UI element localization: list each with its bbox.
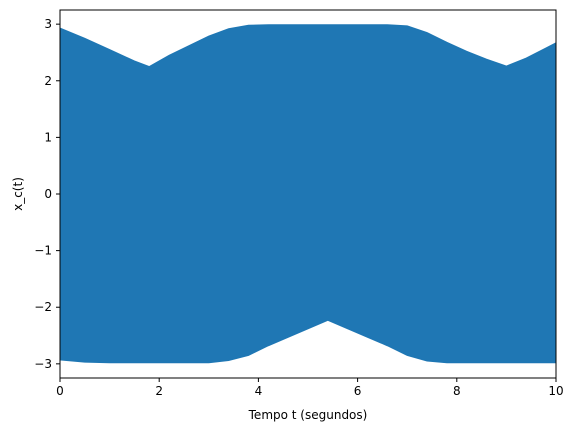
axes-frame [59, 9, 557, 379]
x-tick-label: 8 [453, 384, 461, 398]
x-tick-label: 0 [56, 384, 64, 398]
y-tick-label: 0 [44, 187, 52, 201]
x-axis-label: Tempo t (segundos) [248, 408, 368, 422]
x-tick-label: 10 [548, 384, 563, 398]
y-tick-label: 2 [44, 74, 52, 88]
signal-band-0 [59, 24, 557, 364]
ticks: 0 2 4 6 8 10 −3 −2 −1 0 1 2 3 [34, 17, 563, 398]
y-axis-label: x_c(t) [11, 177, 25, 211]
y-tick-label: −2 [34, 300, 52, 314]
y-tick-label: 1 [44, 130, 52, 144]
plot-area [59, 24, 557, 364]
x-tick-label: 2 [155, 384, 163, 398]
y-tick-label: −1 [34, 244, 52, 258]
y-tick-label: −3 [34, 357, 52, 371]
x-tick-label: 6 [354, 384, 362, 398]
x-tick-label: 4 [255, 384, 263, 398]
y-tick-label: 3 [44, 17, 52, 31]
